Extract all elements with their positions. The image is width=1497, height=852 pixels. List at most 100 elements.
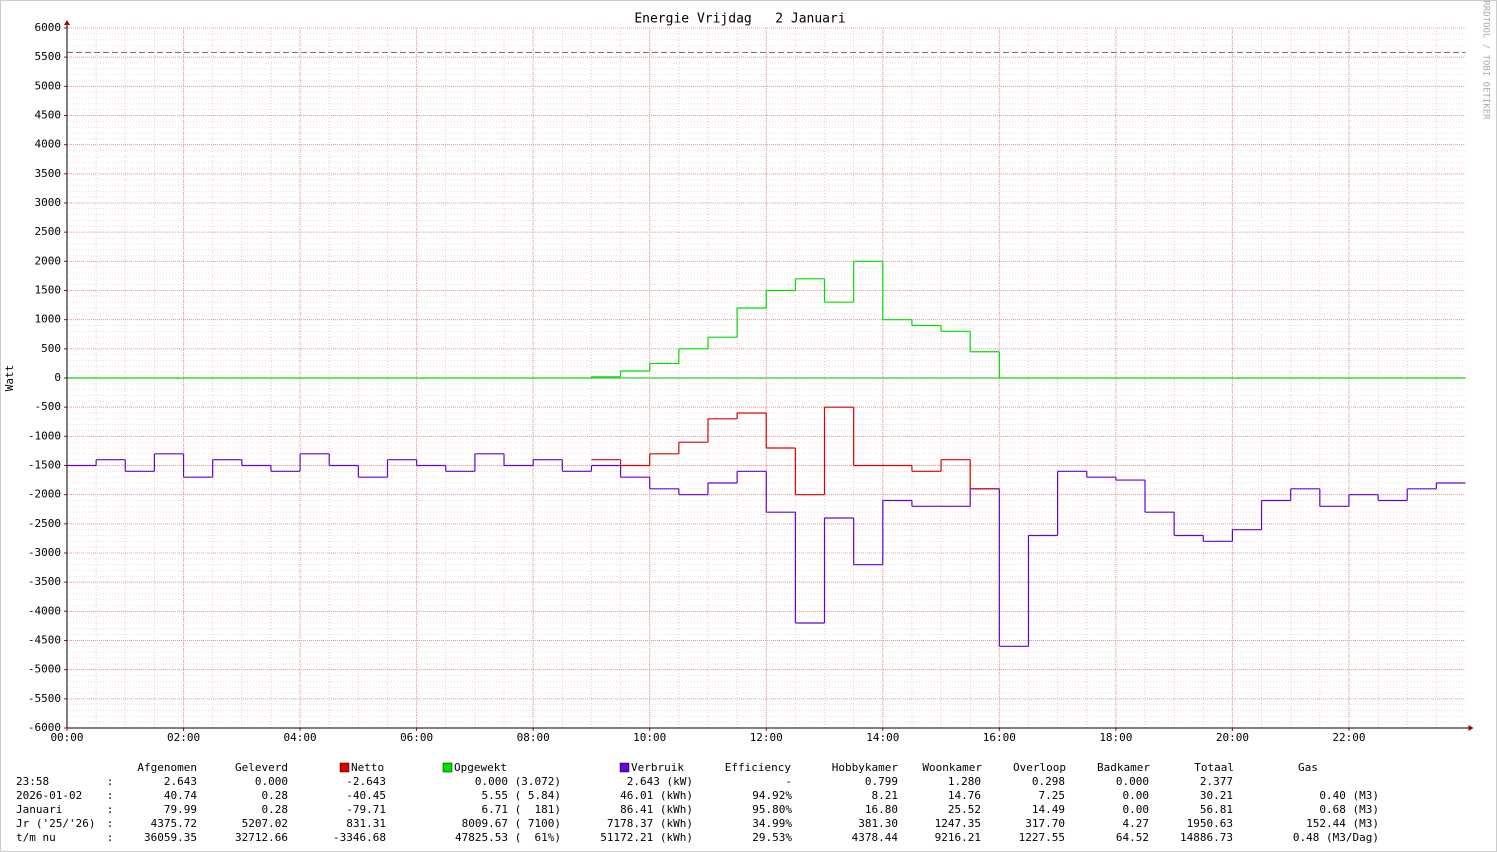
watermark: RRDTOOL / TOBI OETIKER	[1481, 0, 1491, 120]
x-tick-label: 16:00	[983, 731, 1016, 744]
table-header: Opgewekt	[454, 761, 507, 774]
table-cell: 14.49	[1032, 803, 1065, 816]
table-cell: 1227.55	[1019, 831, 1065, 844]
table-cell: 95.80%	[752, 803, 792, 816]
table-cell: 79.99	[164, 803, 197, 816]
legend-swatch	[339, 762, 350, 773]
table-cell: 36059.35	[144, 831, 197, 844]
x-tick-label: 20:00	[1216, 731, 1249, 744]
table-header: Afgenomen	[137, 761, 197, 774]
table-cell: 14886.73	[1180, 831, 1233, 844]
separator: :	[107, 775, 114, 788]
table-cell: 2.643	[164, 775, 197, 788]
y-tick-label: 4500	[35, 109, 62, 122]
table-cell: 0.000	[255, 775, 288, 788]
table-cell: 64.52	[1116, 831, 1149, 844]
y-tick-label: -1500	[28, 459, 61, 472]
plot	[67, 52, 1466, 647]
x-tick-label: 22:00	[1332, 731, 1365, 744]
table-header: Hobbykamer	[832, 761, 899, 774]
table-cell: 94.92%	[752, 789, 792, 802]
row-label: 23:58	[16, 775, 49, 788]
table-cell: 4378.44	[852, 831, 899, 844]
table-cell: 30.21	[1200, 789, 1233, 802]
table-cell: 6.71 ( 181)	[482, 803, 561, 816]
table-cell: -40.45	[346, 789, 386, 802]
table-cell: 46.01 (kWh)	[620, 789, 693, 802]
table-cell: 2.377	[1200, 775, 1233, 788]
table-cell: -2.643	[346, 775, 386, 788]
table-cell: 0.00	[1123, 789, 1150, 802]
axis-arrow	[1468, 725, 1474, 731]
table-cell: 4.27	[1123, 817, 1150, 830]
row-label: t/m nu	[16, 831, 56, 844]
y-tick-label: 3500	[35, 167, 62, 180]
y-tick-label: -2500	[28, 517, 61, 530]
x-tick-label: 18:00	[1099, 731, 1132, 744]
table-cell: 152.44 (M3)	[1306, 817, 1379, 830]
table-cell: 4375.72	[151, 817, 197, 830]
table-header: Gas	[1298, 761, 1318, 774]
table-cell: 86.41 (kWh)	[620, 803, 693, 816]
table-cell: 14.76	[948, 789, 981, 802]
table-cell: 317.70	[1025, 817, 1065, 830]
x-tick-label: 12:00	[750, 731, 783, 744]
y-axis-label: Watt	[3, 365, 16, 392]
x-tick-label: 08:00	[517, 731, 550, 744]
x-tick-label: 00:00	[50, 731, 83, 744]
y-tick-label: 4000	[35, 138, 62, 151]
y-tick-label: -6000	[28, 721, 61, 734]
y-tick-label: 2500	[35, 225, 62, 238]
y-tick-label: 1000	[35, 313, 62, 326]
table-cell: 1.280	[948, 775, 981, 788]
table-cell: 0.799	[865, 775, 898, 788]
x-tick-label: 04:00	[284, 731, 317, 744]
row-label: Januari	[16, 803, 62, 816]
y-tick-label: -4500	[28, 634, 61, 647]
separator: :	[107, 789, 114, 802]
table-header: Verbruik	[631, 761, 684, 774]
x-tick-label: 14:00	[866, 731, 899, 744]
y-tick-label: -2000	[28, 488, 61, 501]
y-tick-label: 3000	[35, 196, 62, 209]
legend-table: Afgenomen Geleverd Netto Opgewekt Verbruik Ef…	[16, 761, 1379, 844]
table-cell: 0.68 (M3)	[1319, 803, 1379, 816]
y-tick-label: -5500	[28, 692, 61, 705]
table-cell: 0.000	[1116, 775, 1149, 788]
table-cell: 7.25	[1039, 789, 1066, 802]
y-tick-label: -5000	[28, 663, 61, 676]
table-header: Badkamer	[1097, 761, 1150, 774]
table-cell: 32712.66	[235, 831, 288, 844]
table-cell: 0.28	[262, 789, 289, 802]
table-cell: 34.99%	[752, 817, 792, 830]
table-cell: 0.28	[262, 803, 289, 816]
table-cell: 51172.21 (kWh)	[600, 831, 693, 844]
table-header: Overloop	[1013, 761, 1066, 774]
separator: :	[107, 831, 114, 844]
table-cell: 56.81	[1200, 803, 1233, 816]
table-cell: 40.74	[164, 789, 197, 802]
table-header: Totaal	[1194, 761, 1234, 774]
y-tick-label: -4000	[28, 604, 61, 617]
table-cell: 8009.67 ( 7100)	[462, 817, 561, 830]
table-cell: 5207.02	[242, 817, 288, 830]
table-header: Netto	[351, 761, 384, 774]
table-header: Efficiency	[725, 761, 792, 774]
axis-arrow	[64, 20, 70, 25]
y-tick-label: 5000	[35, 79, 62, 92]
table-cell: -3346.68	[333, 831, 386, 844]
table-cell: 831.31	[346, 817, 386, 830]
table-header: Geleverd	[235, 761, 288, 774]
legend-swatch	[442, 762, 453, 773]
y-tick-label: 1500	[35, 284, 62, 297]
row-label: Jr ('25/'26)	[16, 817, 95, 830]
x-tick-label: 10:00	[633, 731, 666, 744]
table-cell: 2.643 (kW)	[627, 775, 693, 788]
chart-title: Energie Vrijdag 2 Januari	[634, 12, 845, 27]
axes: -6000-5500-5000-4500-4000-3500-3000-2500…	[28, 20, 1474, 744]
y-tick-label: 0	[54, 371, 61, 384]
table-cell: -	[785, 775, 792, 788]
y-tick-label: -3500	[28, 575, 61, 588]
